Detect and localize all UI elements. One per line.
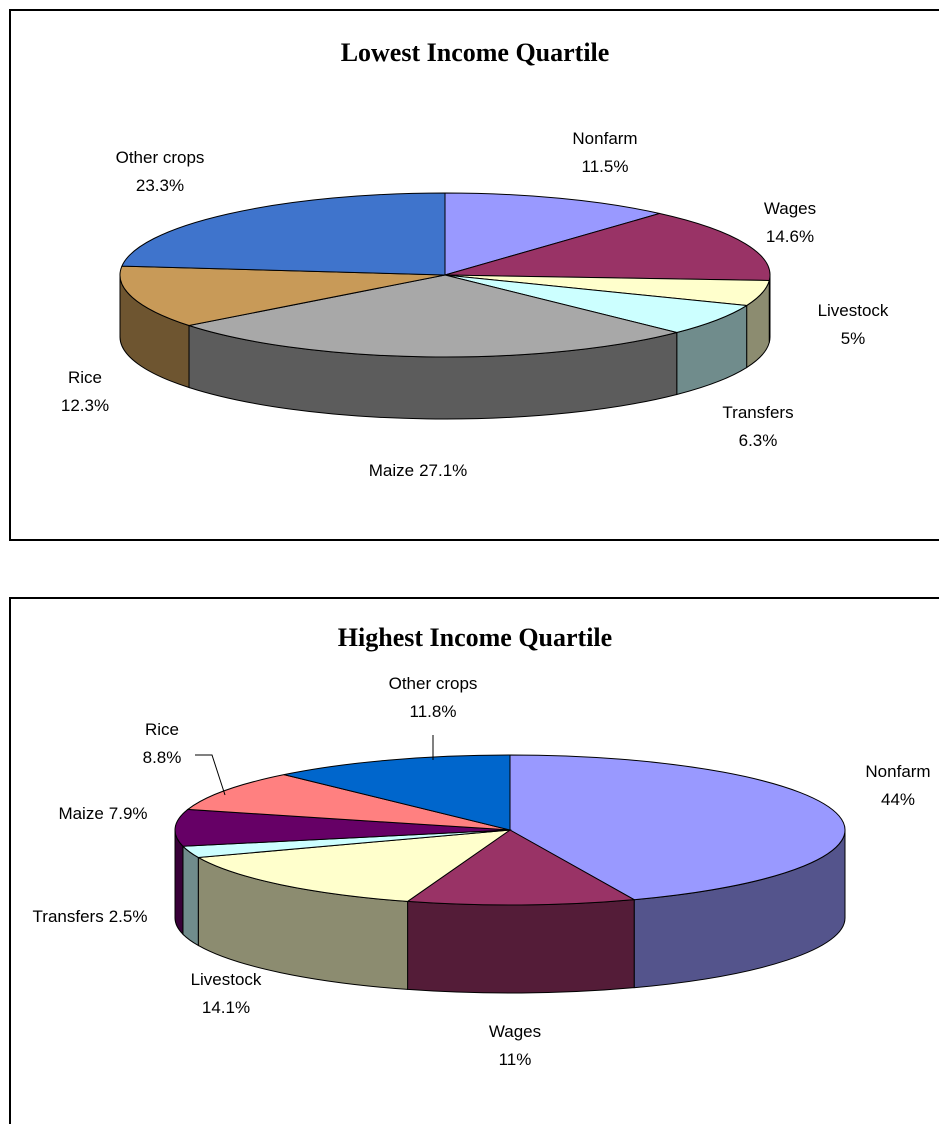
label-name: Maize xyxy=(58,804,103,823)
label-value: 6.3% xyxy=(739,431,778,450)
data-label: Rice 8.8% xyxy=(143,720,182,767)
chart-title: Highest Income Quartile xyxy=(338,623,612,652)
label-name: Nonfarm xyxy=(865,762,930,781)
data-label: Transfers 2.5% xyxy=(33,907,148,926)
label-value: 11% xyxy=(499,1050,532,1069)
label-name: Transfers xyxy=(33,907,104,926)
slice xyxy=(444,274,749,333)
data-label: Maize 7.9% xyxy=(58,804,147,823)
slice xyxy=(283,754,511,831)
slice xyxy=(444,192,660,276)
slice xyxy=(186,774,511,831)
label-name: Wages xyxy=(489,1022,541,1041)
data-label: Wages 14.6% xyxy=(764,199,816,246)
label-value: 14.6% xyxy=(766,227,814,246)
label-name: Other crops xyxy=(116,148,205,167)
slice xyxy=(196,829,512,902)
label-value: 7.9% xyxy=(109,804,148,823)
data-label: Other crops 11.8% xyxy=(389,674,478,721)
label-name: Livestock xyxy=(191,970,262,989)
chart-frame xyxy=(9,597,939,1124)
slice xyxy=(119,265,446,327)
label-value: 44% xyxy=(881,790,915,809)
slice-side xyxy=(182,845,199,947)
label-name: Rice xyxy=(68,368,102,387)
label-name: Livestock xyxy=(818,301,889,320)
chart-frame xyxy=(9,9,939,541)
label-value: 11.5% xyxy=(582,157,629,176)
data-label: Maize 27.1% xyxy=(369,461,468,480)
label-name: Maize xyxy=(369,461,414,480)
data-label: Nonfarm 11.5% xyxy=(572,129,637,176)
slice xyxy=(174,808,511,847)
label-name: Wages xyxy=(764,199,816,218)
slice xyxy=(406,829,636,906)
label-value: 11.8% xyxy=(410,702,457,721)
label-value: 14.1% xyxy=(202,998,250,1017)
label-value: 2.5% xyxy=(109,907,148,926)
slice xyxy=(187,274,677,358)
data-label: Transfers 6.3% xyxy=(722,403,793,450)
data-label: Wages 11% xyxy=(489,1022,541,1069)
leader-line xyxy=(195,754,226,796)
label-name: Nonfarm xyxy=(572,129,637,148)
label-name: Rice xyxy=(145,720,179,739)
label-value: 8.8% xyxy=(143,748,182,767)
label-value: 27.1% xyxy=(419,461,467,480)
data-label: Livestock 5% xyxy=(818,301,889,348)
data-label: Other crops 23.3% xyxy=(116,148,205,195)
label-value: 12.3% xyxy=(61,396,109,415)
data-label: Livestock 14.1% xyxy=(191,970,262,1017)
slice xyxy=(444,212,771,282)
label-value: 23.3% xyxy=(136,176,184,195)
slice xyxy=(509,754,846,901)
label-name: Transfers xyxy=(722,403,793,422)
label-value: 5% xyxy=(841,329,866,348)
slice xyxy=(121,192,446,276)
data-label: Rice 12.3% xyxy=(61,368,109,415)
data-label: Nonfarm 44% xyxy=(865,762,930,809)
label-name: Other crops xyxy=(389,674,478,693)
chart-title: Lowest Income Quartile xyxy=(341,38,610,67)
slice-side xyxy=(407,899,635,994)
